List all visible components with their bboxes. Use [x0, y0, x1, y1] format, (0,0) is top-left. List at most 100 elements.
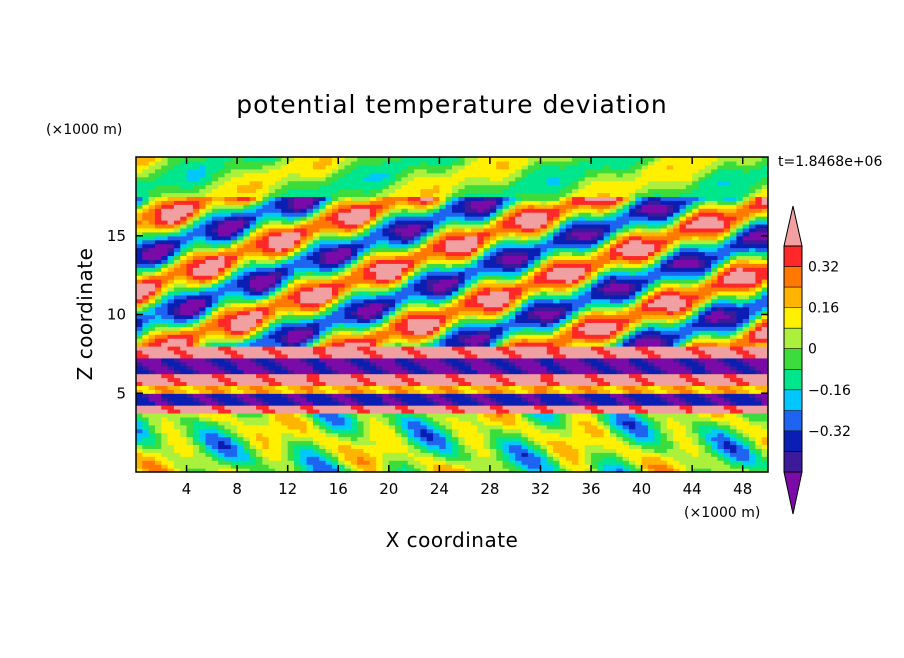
field-cell [673, 310, 681, 316]
field-cell [584, 428, 592, 434]
field-cell [622, 440, 630, 446]
field-cell [616, 361, 624, 367]
field-cell [445, 440, 453, 446]
field-cell [464, 298, 472, 304]
field-cell [306, 432, 314, 438]
field-cell [357, 460, 365, 465]
field-cell [445, 389, 453, 394]
field-cell [736, 428, 744, 434]
contour-field [136, 157, 768, 472]
field-cell [742, 432, 750, 438]
field-cell [698, 420, 706, 426]
field-cell [755, 349, 763, 355]
field-cell [464, 409, 472, 414]
field-cell [572, 468, 579, 472]
field-cell [452, 338, 459, 343]
field-cell [218, 310, 226, 316]
field-cell [338, 377, 346, 383]
field-cell [154, 424, 162, 430]
field-cell [407, 393, 415, 398]
field-cell [439, 468, 447, 472]
field-cell [679, 381, 687, 386]
field-cell [534, 393, 542, 398]
field-cell [673, 412, 681, 418]
field-cell [376, 302, 384, 308]
field-cell [338, 416, 346, 422]
field-cell [628, 322, 636, 327]
field-cell [685, 436, 693, 442]
field-cell [388, 385, 396, 390]
field-cell [736, 452, 744, 457]
field-cell [294, 369, 301, 375]
field-cell [508, 377, 516, 383]
field-cell [243, 322, 251, 327]
field-cell [673, 456, 681, 461]
field-cell [136, 389, 143, 394]
field-cell [673, 401, 681, 406]
field-cell [597, 302, 605, 308]
field-cell [521, 416, 529, 422]
field-cell [344, 456, 352, 461]
field-cell [218, 286, 226, 292]
field-cell [142, 389, 150, 394]
field-cell [294, 409, 301, 414]
field-cell [711, 436, 719, 442]
field-cell [167, 401, 175, 406]
field-cell [685, 377, 693, 383]
field-cell [565, 314, 573, 320]
field-cell [685, 294, 693, 300]
field-cell [300, 432, 308, 438]
field-cell [154, 401, 162, 406]
field-cell [730, 326, 737, 331]
field-cell [363, 290, 371, 296]
field-cell [173, 456, 181, 461]
field-cell [553, 436, 561, 442]
field-cell [704, 420, 712, 426]
field-cell [148, 385, 156, 390]
field-cell [641, 409, 649, 414]
field-cell [508, 286, 516, 292]
field-cell [565, 468, 573, 472]
field-cell [407, 353, 415, 359]
field-cell [704, 464, 712, 469]
field-cell [565, 389, 573, 394]
field-cell [673, 338, 681, 343]
field-cell [761, 405, 768, 410]
field-cell [591, 373, 598, 379]
field-cell [666, 294, 674, 300]
field-cell [464, 334, 472, 339]
field-cell [338, 401, 346, 406]
field-cell [489, 334, 497, 339]
field-cell [698, 330, 706, 335]
field-cell [584, 436, 592, 442]
field-cell [521, 338, 529, 343]
field-cell [287, 357, 295, 363]
field-cell [565, 310, 573, 316]
field-cell [294, 424, 301, 430]
field-cell [508, 412, 516, 418]
field-cell [294, 342, 301, 347]
field-cell [268, 389, 276, 394]
field-cell [325, 385, 333, 390]
field-cell [382, 334, 390, 339]
field-cell [565, 448, 573, 453]
field-cell [692, 397, 700, 402]
field-cell [395, 310, 403, 316]
field-cell [237, 283, 245, 288]
field-cell [230, 326, 238, 331]
field-cell [641, 302, 649, 308]
field-cell [610, 310, 617, 316]
field-cell [559, 302, 567, 308]
field-cell [534, 306, 542, 312]
field-cell [167, 283, 175, 288]
field-cell [749, 279, 756, 284]
field-cell [546, 306, 554, 312]
field-cell [154, 460, 162, 465]
field-cell [300, 456, 308, 461]
field-cell [445, 460, 453, 465]
field-cell [420, 338, 428, 343]
field-cell [704, 397, 712, 402]
field-cell [477, 365, 485, 371]
field-cell [692, 369, 700, 375]
field-cell [167, 275, 175, 280]
